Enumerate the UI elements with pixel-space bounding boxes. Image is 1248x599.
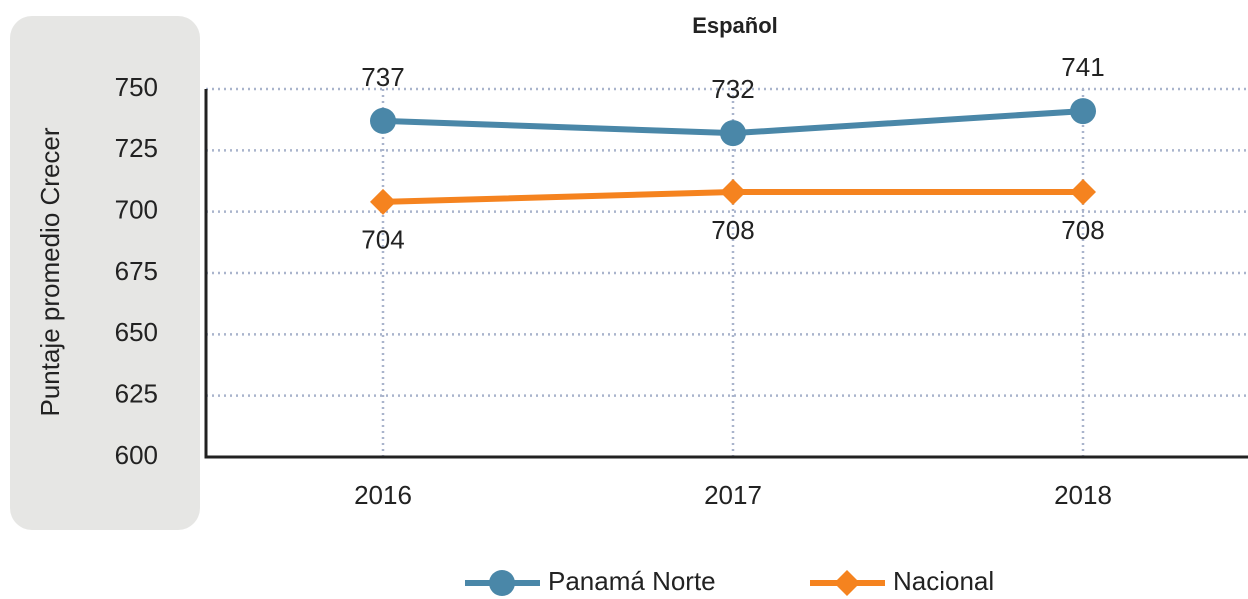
y-tick-label: 650 — [115, 317, 158, 347]
x-tick-label: 2018 — [1054, 480, 1112, 510]
point — [720, 179, 746, 206]
y-tick-label: 675 — [115, 256, 158, 286]
legend-label: Panamá Norte — [548, 566, 716, 596]
point — [370, 107, 396, 134]
point — [370, 188, 396, 215]
y-axis-panel — [10, 16, 200, 530]
y-tick-label: 725 — [115, 133, 158, 163]
y-tick-label: 625 — [115, 379, 158, 409]
legend-marker — [489, 570, 515, 596]
point — [720, 120, 746, 147]
legend-marker — [834, 570, 860, 596]
data-label: 732 — [711, 74, 754, 104]
x-tick-label: 2016 — [354, 480, 412, 510]
data-label: 704 — [361, 225, 404, 255]
data-label: 708 — [1061, 215, 1104, 245]
point — [1070, 98, 1096, 125]
point — [1070, 179, 1096, 206]
y-tick-label: 700 — [115, 195, 158, 225]
legend-label: Nacional — [893, 566, 994, 596]
y-tick-label: 750 — [115, 72, 158, 102]
data-label: 741 — [1061, 52, 1104, 82]
y-tick-label: 600 — [115, 440, 158, 470]
chart-title: Español — [692, 13, 778, 38]
data-label: 708 — [711, 215, 754, 245]
data-label: 737 — [361, 62, 404, 92]
x-tick-label: 2017 — [704, 480, 762, 510]
y-axis-label: Puntaje promedio Crecer — [35, 127, 65, 416]
